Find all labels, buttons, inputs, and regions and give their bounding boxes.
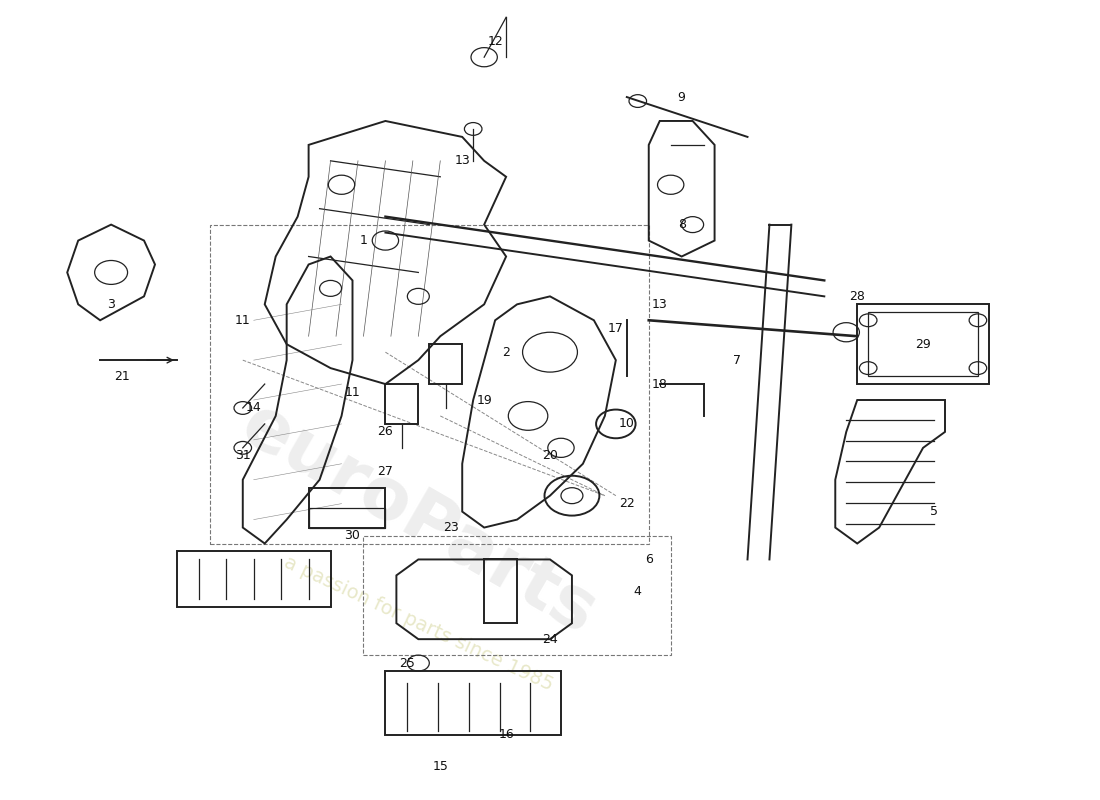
Text: 24: 24 <box>542 633 558 646</box>
Text: 19: 19 <box>476 394 492 406</box>
Text: 23: 23 <box>443 521 459 534</box>
Text: 11: 11 <box>235 314 251 326</box>
Text: 13: 13 <box>652 298 668 311</box>
Text: 25: 25 <box>399 657 416 670</box>
Text: 22: 22 <box>619 497 635 510</box>
Text: 10: 10 <box>619 418 635 430</box>
Text: 13: 13 <box>454 154 470 167</box>
Text: 28: 28 <box>849 290 866 303</box>
Text: 29: 29 <box>915 338 931 350</box>
Text: 5: 5 <box>930 505 938 518</box>
Text: 20: 20 <box>542 450 558 462</box>
Bar <box>385 384 418 424</box>
Text: 21: 21 <box>114 370 130 382</box>
Text: a passion for parts since 1985: a passion for parts since 1985 <box>280 552 556 694</box>
Bar <box>385 671 561 735</box>
Text: 17: 17 <box>608 322 624 334</box>
Text: 9: 9 <box>678 90 685 103</box>
Text: 11: 11 <box>344 386 361 398</box>
Text: 26: 26 <box>377 426 394 438</box>
Bar <box>309 508 385 527</box>
Text: 14: 14 <box>246 402 262 414</box>
Bar <box>868 312 978 376</box>
Text: 12: 12 <box>487 34 503 48</box>
Text: 30: 30 <box>344 529 361 542</box>
Text: 3: 3 <box>107 298 116 311</box>
Text: 7: 7 <box>733 354 740 366</box>
Text: euroParts: euroParts <box>229 390 608 649</box>
Text: 1: 1 <box>360 234 367 247</box>
Text: 27: 27 <box>377 466 394 478</box>
Text: 18: 18 <box>652 378 668 390</box>
Text: 15: 15 <box>432 760 448 774</box>
Text: 8: 8 <box>678 218 685 231</box>
Bar <box>857 304 989 384</box>
Text: 4: 4 <box>634 585 641 598</box>
Text: 6: 6 <box>645 553 652 566</box>
Text: 16: 16 <box>498 728 514 742</box>
Bar <box>309 488 385 527</box>
Bar <box>429 344 462 384</box>
Text: 31: 31 <box>235 450 251 462</box>
Bar <box>177 551 331 607</box>
Text: 2: 2 <box>503 346 510 358</box>
